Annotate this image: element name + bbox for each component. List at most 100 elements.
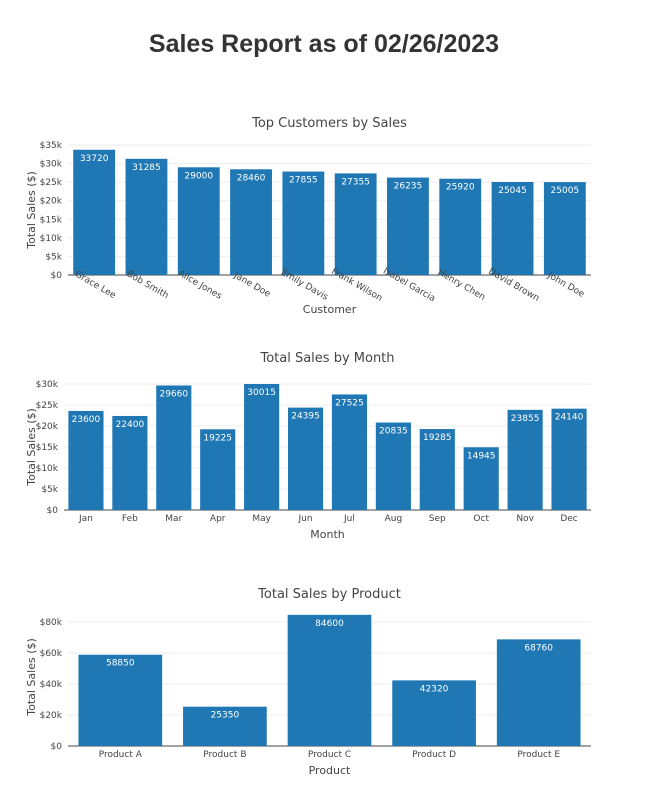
x-tick-label: Jul	[343, 514, 355, 524]
data-label: 25920	[446, 183, 475, 193]
data-label: 20835	[379, 427, 408, 437]
x-tick-label: Product E	[517, 750, 560, 760]
chart-title: Top Customers by Sales	[251, 116, 407, 131]
bar	[491, 181, 534, 275]
data-label: 30015	[247, 388, 276, 398]
y-tick-label: $0	[51, 742, 63, 752]
data-label: 27525	[335, 398, 364, 408]
y-tick-label: $0	[47, 506, 59, 516]
x-tick-label: Product D	[412, 750, 456, 760]
data-label: 24395	[291, 412, 320, 422]
bar	[125, 158, 168, 275]
y-tick-label: $25k	[36, 401, 59, 411]
bar	[177, 167, 220, 275]
chart-title: Total Sales by Month	[259, 351, 394, 366]
y-tick-label: $0	[51, 271, 63, 281]
bar	[230, 169, 272, 275]
sales-by-month-chart: $0 $5k $10k $15k $20k $25k $30k 23600 Jan 22400 Fe…	[25, 351, 591, 541]
x-tick-label: Aug	[385, 514, 403, 524]
data-label: 28460	[237, 173, 266, 183]
y-tick-label: $20k	[40, 711, 63, 721]
x-tick-label: Oct	[473, 514, 489, 524]
bar	[287, 407, 324, 510]
bar	[463, 447, 499, 510]
x-tick-label: Apr	[210, 514, 226, 524]
bar	[73, 149, 116, 275]
y-tick-label: $60k	[40, 649, 63, 659]
x-tick-label: Mar	[165, 514, 182, 524]
x-axis-label: Customer	[303, 303, 357, 316]
data-label: 23855	[511, 414, 540, 424]
data-label: 27855	[289, 176, 318, 186]
report-title: Sales Report as of 02/26/2023	[148, 30, 500, 58]
bar	[387, 177, 429, 275]
data-label: 19285	[423, 433, 452, 443]
x-tick-label: Product C	[308, 750, 351, 760]
data-label: 25350	[211, 711, 240, 721]
x-tick-label: Nov	[516, 514, 534, 524]
bar	[392, 680, 476, 746]
x-tick-label: Sep	[429, 514, 446, 524]
x-tick-label: Product B	[203, 750, 246, 760]
y-tick-label: $35k	[40, 141, 63, 151]
x-tick-label: Feb	[122, 514, 138, 524]
bar	[78, 654, 163, 746]
bar	[419, 429, 455, 510]
y-tick-label: $5k	[41, 485, 58, 495]
y-tick-label: $30k	[36, 380, 59, 390]
bar	[244, 384, 280, 510]
bar	[439, 178, 482, 275]
x-axis-label: Month	[310, 528, 345, 541]
data-label: 26235	[394, 182, 423, 192]
data-label: 22400	[116, 420, 145, 430]
y-tick-label: $15k	[36, 443, 59, 453]
bar	[375, 422, 411, 510]
y-tick-label: $10k	[40, 234, 63, 244]
data-label: 84600	[315, 619, 344, 629]
bar	[112, 415, 148, 510]
bar	[68, 410, 104, 510]
bar	[507, 409, 543, 510]
data-label: 19225	[203, 433, 232, 443]
bar	[156, 385, 192, 510]
x-tick-label: Product A	[99, 750, 143, 760]
y-tick-label: $80k	[40, 618, 63, 628]
data-label: 42320	[420, 684, 449, 694]
y-tick-label: $25k	[40, 178, 63, 188]
y-tick-label: $40k	[40, 680, 63, 690]
data-label: 25045	[498, 186, 527, 196]
bar	[543, 182, 586, 275]
x-tick-label: May	[252, 514, 271, 524]
x-axis-label: Product	[309, 764, 351, 777]
data-label: 24140	[555, 413, 584, 423]
data-label: 33720	[80, 154, 109, 164]
y-axis-label: Total Sales ($)	[25, 638, 38, 717]
data-label: 29000	[184, 171, 213, 181]
x-tick-label: Jan	[78, 514, 93, 524]
bar	[287, 614, 372, 746]
sales-by-product-chart: $0 $20k $40k $60k $80k 58850 Product A 25350 Pro…	[25, 587, 591, 777]
data-label: 23600	[72, 415, 101, 425]
y-tick-label: $20k	[40, 197, 63, 207]
x-tick-label: Dec	[560, 514, 577, 524]
y-axis-label: Total Sales ($)	[25, 171, 38, 250]
chart-title: Total Sales by Product	[257, 587, 401, 602]
data-label: 14945	[467, 451, 496, 461]
bar	[334, 173, 377, 275]
y-tick-label: $15k	[40, 215, 63, 225]
bar	[183, 706, 267, 746]
bar	[496, 639, 581, 746]
bar	[282, 171, 325, 275]
y-tick-label: $20k	[36, 422, 59, 432]
data-label: 27355	[341, 177, 370, 187]
data-label: 58850	[106, 659, 135, 669]
data-label: 68760	[524, 643, 553, 653]
data-label: 31285	[132, 163, 161, 173]
y-tick-label: $10k	[36, 464, 59, 474]
x-tick-label: Jun	[298, 514, 313, 524]
data-label: 29660	[159, 389, 188, 399]
y-tick-label: $5k	[45, 252, 62, 262]
data-label: 25005	[551, 186, 580, 196]
bar	[200, 429, 236, 510]
bar	[331, 394, 368, 510]
